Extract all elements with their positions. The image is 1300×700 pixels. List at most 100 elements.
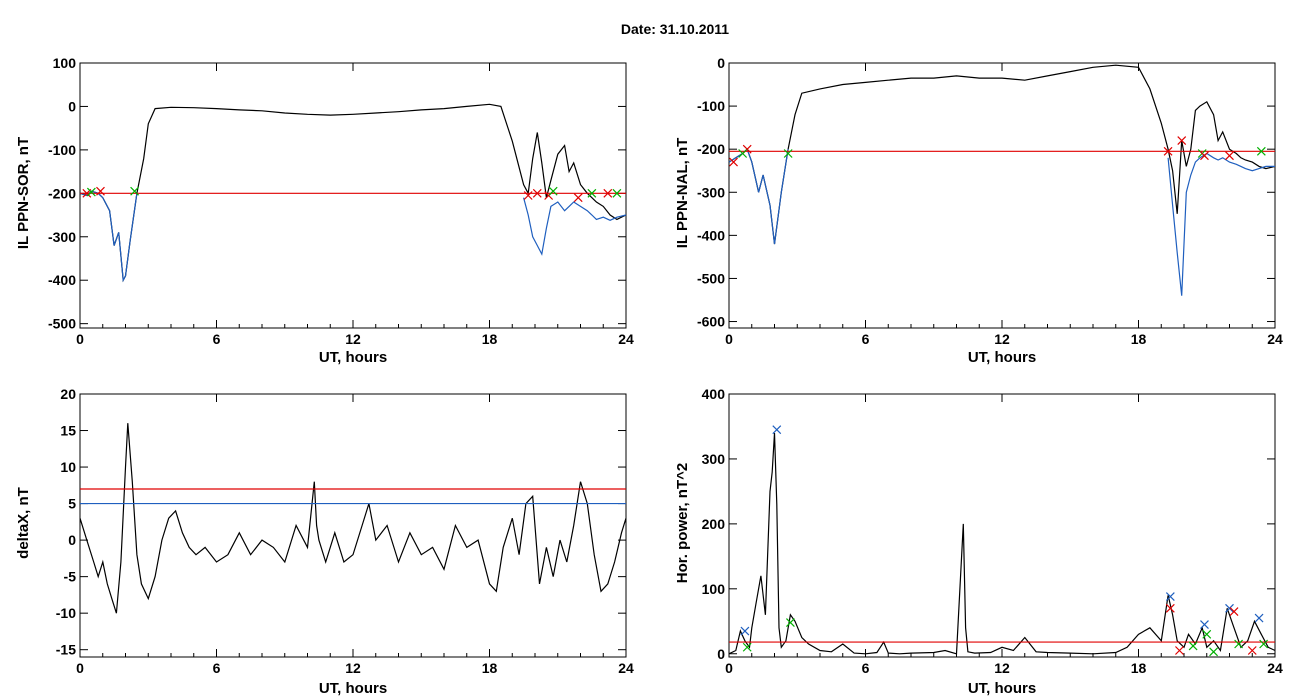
y-tick-label-nal: -400 bbox=[697, 227, 725, 243]
x-tick-label-deltax: 6 bbox=[213, 660, 221, 676]
y-tick-label-power: 0 bbox=[717, 646, 725, 662]
x-marker-nal bbox=[1256, 146, 1266, 156]
x-marker-power bbox=[1209, 647, 1218, 657]
x-marker-power bbox=[1165, 592, 1175, 602]
x-tick-label-sor: 18 bbox=[482, 331, 498, 347]
y-tick-label-power: 100 bbox=[702, 581, 726, 597]
x-marker-nal bbox=[738, 149, 748, 158]
panel-deltax: 0 6 12 18 24 -15 -10 -5 0 5 10 15 20 UT, hours delta… bbox=[15, 386, 634, 697]
x-marker-power bbox=[1234, 639, 1244, 649]
x-marker-power bbox=[1200, 620, 1209, 629]
x-tick-label-nal: 6 bbox=[862, 331, 870, 347]
x-marker-power bbox=[786, 618, 795, 628]
x-marker-power bbox=[1254, 613, 1264, 623]
x-tick-label-power: 12 bbox=[994, 660, 1010, 676]
x-tick-label-power: 0 bbox=[725, 660, 733, 676]
y-axis-label-nal: IL PPN-NAL, nT bbox=[674, 138, 691, 249]
x-marker-power bbox=[740, 626, 750, 636]
x-marker-power bbox=[742, 642, 752, 652]
y-tick-label-deltax: -5 bbox=[64, 569, 77, 585]
y-tick-label-power: 200 bbox=[702, 516, 726, 532]
x-marker-nal bbox=[783, 149, 793, 158]
y-tick-label-sor: -100 bbox=[48, 142, 76, 158]
y-tick-label-sor: -300 bbox=[48, 229, 76, 245]
x-marker-sor bbox=[573, 193, 583, 203]
x-tick-label-power: 18 bbox=[1131, 660, 1147, 676]
series-line-sor-2 bbox=[523, 197, 627, 256]
x-tick-label-nal: 0 bbox=[725, 331, 733, 347]
x-tick-label-sor: 0 bbox=[76, 331, 84, 347]
x-marker-sor bbox=[587, 188, 597, 198]
y-tick-label-deltax: 0 bbox=[68, 532, 76, 548]
y-tick-label-sor: 100 bbox=[53, 55, 77, 71]
x-marker-power bbox=[1229, 607, 1239, 616]
x-tick-label-nal: 18 bbox=[1131, 331, 1147, 347]
x-marker-power bbox=[1175, 646, 1184, 655]
y-tick-label-sor: -200 bbox=[48, 185, 76, 201]
x-marker-power bbox=[1165, 603, 1175, 613]
plot-area-deltax: 0 6 12 18 24 -15 -10 -5 0 5 10 15 20 bbox=[56, 386, 634, 676]
y-tick-label-nal: -100 bbox=[697, 98, 725, 114]
x-axis-label-nal: UT, hours bbox=[968, 349, 1036, 366]
y-tick-label-deltax: 10 bbox=[60, 459, 76, 475]
panel-sor: 0 6 12 18 24 -500 -400 -300 -200 -100 0 100 UT, hou… bbox=[15, 55, 634, 366]
x-tick-label-sor: 24 bbox=[618, 331, 634, 347]
x-tick-label-power: 6 bbox=[862, 660, 870, 676]
x-tick-label-nal: 12 bbox=[994, 331, 1010, 347]
x-marker-sor bbox=[86, 187, 96, 197]
y-axis-label-deltax: deltaX, nT bbox=[15, 487, 32, 559]
x-tick-label-deltax: 24 bbox=[618, 660, 634, 676]
x-tick-label-deltax: 18 bbox=[482, 660, 498, 676]
x-marker-nal bbox=[1200, 151, 1209, 161]
x-marker-power bbox=[1259, 639, 1269, 649]
x-marker-nal bbox=[1225, 151, 1234, 161]
y-tick-label-power: 400 bbox=[702, 386, 726, 402]
x-tick-label-sor: 12 bbox=[345, 331, 361, 347]
series-line-sor-0 bbox=[79, 103, 627, 283]
x-marker-nal bbox=[729, 157, 738, 167]
y-axis-label-power: Hor. power, nT^2 bbox=[674, 463, 691, 583]
date-title: Date: 31.10.2011 bbox=[621, 21, 729, 37]
series-line-nal-1 bbox=[728, 148, 789, 245]
x-marker-sor bbox=[130, 186, 140, 196]
y-tick-label-deltax: -15 bbox=[56, 642, 76, 658]
x-marker-power bbox=[1188, 641, 1198, 651]
x-marker-sor bbox=[532, 188, 542, 198]
plot-frame-sor bbox=[79, 62, 627, 329]
y-tick-label-nal: -500 bbox=[697, 270, 725, 286]
series-line-deltax-0 bbox=[79, 423, 627, 614]
x-tick-label-deltax: 0 bbox=[76, 660, 84, 676]
y-tick-label-deltax: 20 bbox=[60, 386, 76, 402]
series-line-sor-1 bbox=[79, 190, 138, 283]
x-marker-nal bbox=[1177, 136, 1187, 145]
y-tick-label-nal: -300 bbox=[697, 184, 725, 200]
y-tick-label-deltax: -10 bbox=[56, 605, 76, 621]
x-marker-power bbox=[1202, 629, 1212, 639]
y-tick-label-deltax: 15 bbox=[60, 423, 76, 439]
x-marker-nal bbox=[1163, 146, 1173, 156]
x-tick-label-sor: 6 bbox=[213, 331, 221, 347]
plot-area-power: 0 6 12 18 24 0 100 200 300 400 bbox=[702, 386, 1283, 676]
y-tick-label-deltax: 5 bbox=[68, 496, 76, 512]
panel-power: 0 6 12 18 24 0 100 200 300 400 UT, hours Hor. pow… bbox=[674, 386, 1283, 697]
x-marker-power bbox=[1247, 646, 1257, 655]
series-line-nal-0 bbox=[728, 64, 1276, 245]
y-tick-label-sor: 0 bbox=[68, 98, 76, 114]
x-axis-label-sor: UT, hours bbox=[319, 349, 387, 366]
y-tick-label-power: 300 bbox=[702, 451, 726, 467]
series-line-power-0 bbox=[728, 432, 1276, 655]
x-marker-sor bbox=[96, 186, 105, 196]
panel-nal: 0 6 12 18 24 -600 -500 -400 -300 -200 -100 0 UT, ho… bbox=[674, 55, 1283, 366]
x-tick-label-deltax: 12 bbox=[345, 660, 361, 676]
x-marker-sor bbox=[612, 188, 622, 198]
y-tick-label-nal: -600 bbox=[697, 314, 725, 330]
x-tick-label-power: 24 bbox=[1267, 660, 1283, 676]
series-line-nal-2 bbox=[1167, 152, 1275, 296]
x-marker-sor bbox=[548, 186, 558, 196]
x-tick-label-nal: 24 bbox=[1267, 331, 1283, 347]
plot-area-nal: 0 6 12 18 24 -600 -500 -400 -300 -200 -100 0 bbox=[697, 55, 1283, 347]
y-tick-label-sor: -500 bbox=[48, 316, 76, 332]
plot-frame-nal bbox=[728, 62, 1276, 329]
y-tick-label-nal: 0 bbox=[717, 55, 725, 71]
